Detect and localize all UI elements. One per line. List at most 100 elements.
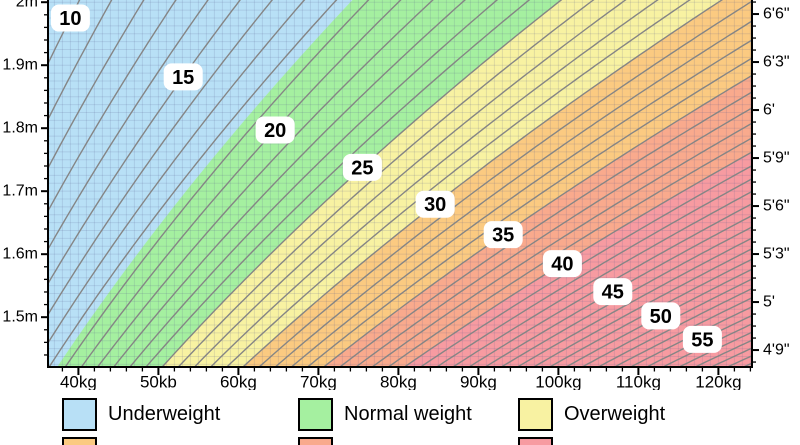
bmi-contour-31: [258, 0, 752, 367]
bmi-contour-labels: 10 15 20 25 30 35 40 45 50 55: [50, 4, 722, 353]
grid-lines: [48, 0, 752, 367]
legend-swatch: [518, 398, 553, 431]
axis-tick-label: 1.5m: [2, 309, 38, 326]
bmi-contour-32: [274, 20, 752, 367]
axis-tick-label: 120kg: [695, 373, 741, 391]
bmi-contour-18: [48, 0, 338, 367]
legend-swatch: [518, 437, 553, 445]
axis-tick-label: 90kg: [460, 373, 497, 391]
axis-tick-label: 1.9m: [2, 57, 38, 74]
bmi-contour-33: [290, 39, 752, 367]
y-axis-left: 1.5m 1.6m 1.7m 1.8m 1.9m 2m: [2, 0, 48, 356]
contour-label-pill: [483, 221, 523, 249]
legend-swatch: [62, 398, 97, 431]
bmi-contour-24: [145, 0, 531, 367]
legend-label: Underweight: [108, 403, 221, 425]
bmi-contour-41: [419, 165, 752, 367]
contour-label-pill: [415, 190, 455, 218]
contour-label-pill: [682, 325, 722, 353]
axis-tick-label: 60kg: [220, 373, 257, 391]
y-axis-right: 4'9" 5' 5'3" 5'6" 5'9" 6' 6'3" 6'6": [752, 1, 790, 363]
legend-item-cutoff: [518, 437, 553, 445]
chart-plot-area: 40kg 50kb 60kg 70kg 80kg 90kg 100kg 110kg 120kg 1…: [2, 0, 790, 391]
legend-swatch: [298, 398, 333, 431]
axis-tick-label: 30: [424, 194, 446, 216]
axis-tick-label: 20: [264, 120, 286, 142]
bmi-contour-44: [467, 203, 752, 367]
bmi-contour-35: [322, 74, 752, 367]
bmi-contour-label-25: 25: [342, 153, 382, 181]
bmi-contour-20: [80, 0, 402, 367]
axis-tick-label: 40: [551, 254, 573, 276]
contour-label-pill: [542, 250, 582, 278]
axis-tick-label: 5'6": [763, 198, 790, 215]
bmi-contour-52: [596, 287, 752, 367]
axis-tick-label: 6'3": [763, 54, 790, 71]
axis-tick-label: 6': [763, 102, 775, 119]
legend-label: Overweight: [564, 403, 666, 425]
axis-tick-label: 6'6": [763, 6, 790, 23]
legend-item-cutoff: [298, 437, 333, 445]
legend-swatch: [62, 437, 97, 445]
band-underweight: [48, 0, 353, 367]
bmi-contour-17: [48, 0, 306, 344]
bmi-contour-19: [64, 0, 370, 367]
axis-tick-label: 35: [492, 225, 514, 247]
axis-tick-label: 25: [351, 157, 373, 179]
axis-tick-label: 4'9": [763, 342, 790, 359]
bmi-contour-49: [548, 258, 752, 367]
axis-tick-label: 1.6m: [2, 246, 38, 263]
contour-label-pill: [163, 63, 203, 91]
legend-label: Normal weight: [344, 403, 472, 425]
bmi-contour-50: [564, 268, 752, 367]
bmi-contour-28: [209, 0, 659, 367]
contour-label-pill: [255, 116, 295, 144]
bmi-bands: [48, 0, 752, 367]
axis-tick-label: 50kb: [140, 373, 177, 391]
bmi-contour-43: [451, 190, 752, 367]
bmi-contour-42: [435, 178, 752, 367]
bmi-contour-23: [129, 0, 499, 367]
axis-tick-label: 1.8m: [2, 120, 38, 137]
bmi-contour-21: [96, 0, 434, 367]
legend-item-underweight: Underweight: [62, 398, 220, 431]
contour-label-pill: [50, 4, 90, 32]
bmi-contour-label-10: 10: [50, 4, 90, 32]
legend: Underweight Normal weight Overweight: [0, 390, 800, 445]
bmi-contour-14: [48, 0, 209, 250]
axis-tick-label: 50: [650, 306, 672, 328]
bmi-contour-15: [48, 0, 241, 284]
plot-inner: [48, 0, 752, 367]
bmi-contour-label-55: 55: [682, 325, 722, 353]
axis-tick-label: 110kg: [616, 373, 661, 391]
bmi-contour-53: [612, 297, 752, 367]
axis-tick-label: 5'9": [763, 150, 790, 167]
bmi-contour-37: [354, 107, 752, 367]
bmi-contour-16: [48, 0, 274, 315]
bmi-contour-46: [499, 226, 752, 367]
bmi-contour-48: [532, 248, 752, 367]
bmi-contour-38: [370, 122, 752, 367]
bmi-contour-29: [225, 0, 691, 367]
axis-tick-label: 40kg: [60, 373, 97, 391]
x-axis: 40kg 50kb 60kg 70kg 80kg 90kg 100kg 110kg 120kg: [60, 367, 752, 391]
bmi-contour-54: [629, 306, 752, 367]
axis-tick-label: 100kg: [535, 373, 581, 391]
axis-tick-label: 15: [172, 67, 194, 89]
axis-tick-label: 55: [691, 329, 713, 351]
bmi-contour-34: [306, 57, 752, 367]
bmi-contour-30: [241, 0, 724, 367]
bmi-contour-label-50: 50: [641, 302, 681, 330]
bmi-contour-47: [516, 237, 752, 367]
bmi-contour-13: [48, 0, 177, 212]
bmi-contour-label-20: 20: [255, 116, 295, 144]
contour-label-pill: [593, 278, 633, 306]
bmi-contour-45: [483, 214, 752, 367]
bmi-contour-39: [387, 137, 752, 367]
bmi-contour-22: [112, 0, 466, 367]
bmi-contour-25: [161, 0, 563, 367]
axis-tick-label: 70kg: [300, 373, 337, 391]
bmi-contour-label-30: 30: [415, 190, 455, 218]
bmi-contour-36: [338, 91, 752, 367]
